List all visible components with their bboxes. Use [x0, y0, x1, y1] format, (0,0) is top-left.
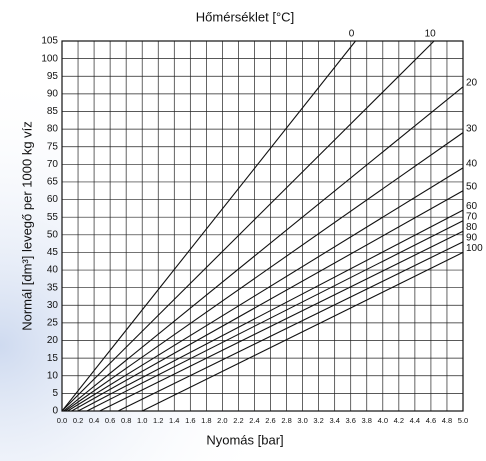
- x-tick-label: 3.8: [362, 416, 372, 425]
- x-tick-label: 2.0: [217, 416, 227, 425]
- series-label: 80: [466, 222, 478, 233]
- x-tick-label: 4.6: [426, 416, 436, 425]
- x-tick-label: 2.4: [249, 416, 259, 425]
- y-tick-label: 45: [47, 247, 59, 258]
- series-label: 20: [466, 77, 478, 88]
- series-line: [63, 86, 464, 412]
- y-axis-label: Normál [dm³] levegő per 1000 kg víz: [19, 121, 34, 331]
- series-label: 30: [466, 123, 478, 134]
- y-tick-label: 100: [41, 53, 58, 64]
- x-tick-label: 1.0: [137, 416, 147, 425]
- y-tick-label: 65: [47, 177, 59, 188]
- x-tick-label: 4.4: [410, 416, 420, 425]
- y-tick-label: 70: [47, 159, 59, 170]
- x-tick-label: 4.8: [442, 416, 452, 425]
- y-tick-label: 50: [47, 229, 59, 240]
- x-tick-label: 0.0: [57, 416, 67, 425]
- series-label: 50: [466, 181, 478, 192]
- series-label: 90: [466, 232, 478, 243]
- series-line: [77, 209, 464, 412]
- y-tick-label: 15: [47, 353, 59, 364]
- x-tick-label: 0.2: [73, 416, 83, 425]
- y-tick-label: 40: [47, 265, 59, 276]
- series-line: [86, 220, 464, 412]
- y-tick-label: 20: [47, 335, 59, 346]
- x-tick-label: 1.8: [201, 416, 211, 425]
- y-tick-label: 0: [52, 406, 58, 417]
- plot-area: [62, 41, 463, 411]
- x-tick-label: 4.2: [394, 416, 404, 425]
- x-tick-label: 0.8: [121, 416, 131, 425]
- x-tick-label: 0.4: [89, 416, 99, 425]
- plot-border: [61, 40, 464, 412]
- series-line: [117, 241, 464, 412]
- y-tick-label: 95: [47, 71, 59, 82]
- series-label: 100: [466, 243, 483, 254]
- series-line: [61, 40, 356, 412]
- x-tick-label: 1.4: [169, 416, 179, 425]
- series-line: [71, 190, 464, 412]
- y-tick-label: 90: [47, 88, 59, 99]
- y-tick-label: 55: [47, 212, 59, 223]
- x-tick-label: 1.6: [185, 416, 195, 425]
- series-label: 0: [349, 29, 355, 40]
- x-tick-label: 2.2: [233, 416, 243, 425]
- series-line: [141, 251, 464, 412]
- series-line: [67, 167, 464, 412]
- series-line: [61, 40, 435, 412]
- x-tick-label: 3.4: [329, 416, 339, 425]
- series-label: 10: [425, 29, 437, 40]
- series-line: [64, 132, 464, 412]
- series-label: 70: [466, 211, 478, 222]
- y-tick-label: 35: [47, 282, 59, 293]
- y-tick-label: 85: [47, 106, 59, 117]
- x-tick-label: 4.0: [378, 416, 388, 425]
- y-tick-label: 5: [52, 388, 58, 399]
- x-tick-label: 3.0: [297, 416, 307, 425]
- y-tick-label: 10: [47, 370, 59, 381]
- series-line: [99, 230, 464, 412]
- x-tick-label: 5.0: [458, 416, 468, 425]
- y-tick-label: 105: [41, 36, 58, 47]
- y-tick-label: 30: [47, 300, 59, 311]
- series-label: 60: [466, 201, 478, 212]
- x-axis-label: Nyomás [bar]: [206, 432, 283, 447]
- y-tick-label: 25: [47, 318, 59, 329]
- y-tick-label: 75: [47, 141, 59, 152]
- series-label: 40: [466, 158, 478, 169]
- x-tick-label: 3.2: [313, 416, 323, 425]
- x-tick-label: 2.6: [265, 416, 275, 425]
- y-tick-label: 60: [47, 194, 59, 205]
- x-tick-label: 1.2: [153, 416, 163, 425]
- chart-title: Hőmérséklet [°C]: [196, 9, 294, 24]
- x-tick-label: 3.6: [346, 416, 356, 425]
- x-tick-label: 0.6: [105, 416, 115, 425]
- x-tick-label: 2.8: [281, 416, 291, 425]
- y-tick-label: 80: [47, 124, 59, 135]
